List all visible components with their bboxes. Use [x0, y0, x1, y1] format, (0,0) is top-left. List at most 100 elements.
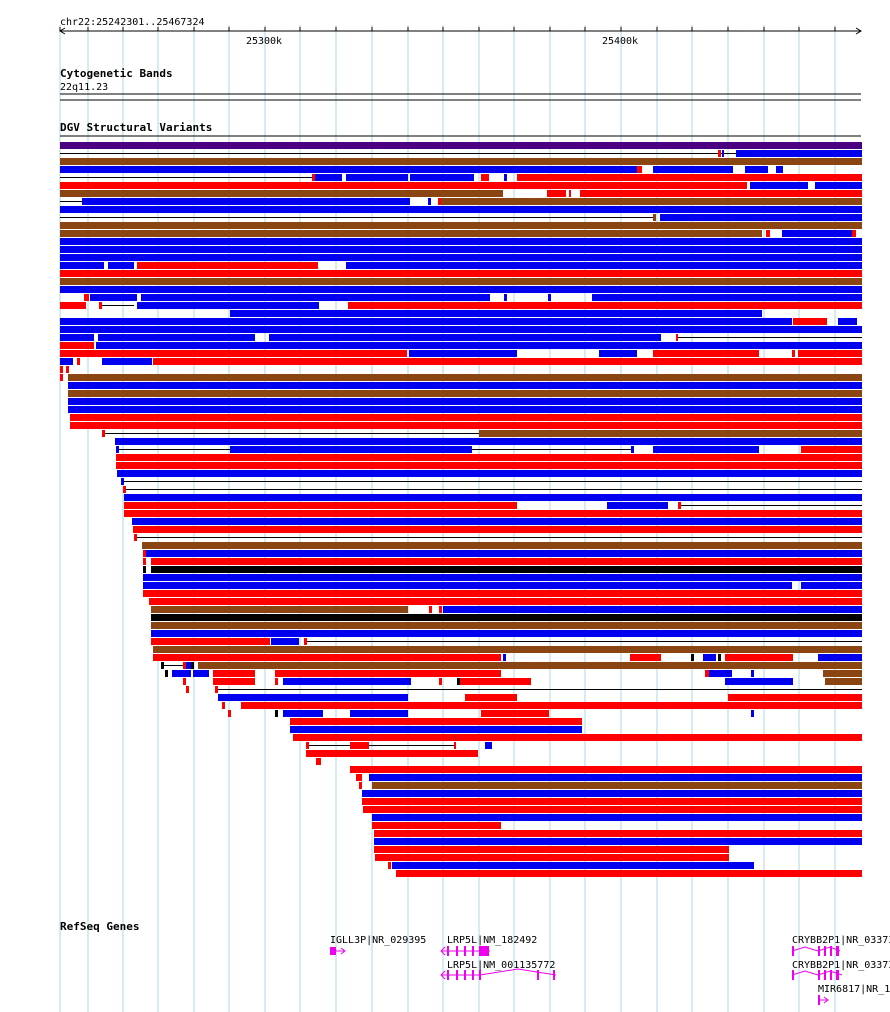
variant-feature[interactable]: [429, 606, 432, 613]
variant-feature[interactable]: [151, 614, 862, 621]
variant-feature[interactable]: [68, 390, 862, 397]
variant-feature[interactable]: [504, 174, 507, 181]
variant-feature[interactable]: [350, 766, 862, 773]
variant-feature[interactable]: [396, 870, 862, 877]
variant-feature[interactable]: [124, 494, 862, 501]
variant-feature[interactable]: [161, 662, 164, 669]
variant-feature[interactable]: [141, 294, 490, 301]
variant-feature[interactable]: [60, 206, 862, 213]
variant-feature[interactable]: [278, 670, 501, 677]
variant-feature[interactable]: [151, 622, 862, 629]
variant-feature[interactable]: [143, 566, 146, 573]
variant-feature[interactable]: [60, 326, 862, 333]
variant-feature[interactable]: [70, 414, 862, 421]
variant-feature[interactable]: [372, 782, 862, 789]
variant-feature[interactable]: [374, 838, 862, 845]
variant-feature[interactable]: [213, 670, 255, 677]
variant-feature[interactable]: [218, 694, 408, 701]
variant-feature[interactable]: [409, 350, 517, 357]
variant-feature[interactable]: [230, 310, 762, 317]
variant-feature[interactable]: [630, 654, 661, 661]
variant-feature[interactable]: [705, 670, 709, 677]
variant-feature[interactable]: [388, 862, 391, 869]
variant-feature[interactable]: [356, 774, 362, 781]
dgv-features[interactable]: [60, 142, 862, 877]
variant-feature[interactable]: [151, 606, 408, 613]
variant-feature[interactable]: [123, 486, 126, 493]
variant-feature[interactable]: [153, 654, 501, 661]
variant-feature[interactable]: [798, 350, 862, 357]
variant-feature[interactable]: [745, 166, 768, 173]
variant-feature[interactable]: [60, 158, 862, 165]
variant-feature[interactable]: [766, 230, 770, 237]
variant-feature[interactable]: [503, 654, 506, 661]
variant-feature[interactable]: [60, 374, 63, 381]
variant-feature[interactable]: [691, 654, 694, 661]
variant-feature[interactable]: [142, 542, 862, 549]
variant-feature[interactable]: [60, 246, 862, 253]
variant-feature[interactable]: [222, 702, 225, 709]
variant-feature[interactable]: [372, 822, 501, 829]
variant-feature[interactable]: [703, 654, 716, 661]
variant-feature[interactable]: [481, 710, 549, 717]
variant-feature[interactable]: [517, 174, 862, 181]
variant-feature[interactable]: [60, 270, 862, 277]
variant-feature[interactable]: [709, 670, 732, 677]
variant-feature[interactable]: [133, 526, 862, 533]
variant-feature[interactable]: [198, 662, 862, 669]
variant-feature[interactable]: [60, 358, 73, 365]
variant-feature[interactable]: [228, 710, 231, 717]
variant-feature[interactable]: [96, 342, 862, 349]
variant-feature[interactable]: [548, 294, 551, 301]
variant-feature[interactable]: [134, 534, 137, 541]
variant-feature[interactable]: [151, 566, 862, 573]
variant-feature[interactable]: [68, 374, 862, 381]
gene-crybb2p1-b[interactable]: CRYBB2P1|NR_03373: [791, 960, 890, 980]
variant-feature[interactable]: [60, 262, 104, 269]
variant-feature[interactable]: [736, 150, 862, 157]
variant-feature[interactable]: [350, 710, 408, 717]
variant-feature[interactable]: [68, 382, 862, 389]
variant-feature[interactable]: [116, 454, 862, 461]
variant-feature[interactable]: [481, 174, 489, 181]
variant-feature[interactable]: [60, 230, 762, 237]
variant-feature[interactable]: [271, 638, 299, 645]
variant-feature[interactable]: [750, 182, 808, 189]
variant-feature[interactable]: [116, 462, 862, 469]
variant-feature[interactable]: [718, 654, 721, 661]
variant-feature[interactable]: [60, 342, 94, 349]
variant-feature[interactable]: [151, 558, 862, 565]
variant-feature[interactable]: [283, 710, 323, 717]
variant-feature[interactable]: [121, 478, 124, 485]
variant-feature[interactable]: [213, 678, 255, 685]
variant-feature[interactable]: [479, 430, 862, 437]
variant-feature[interactable]: [653, 446, 759, 453]
variant-feature[interactable]: [439, 678, 442, 685]
variant-feature[interactable]: [143, 558, 146, 565]
variant-feature[interactable]: [98, 334, 255, 341]
variant-feature[interactable]: [815, 182, 862, 189]
variant-feature[interactable]: [116, 446, 119, 453]
variant-feature[interactable]: [653, 214, 656, 221]
variant-feature[interactable]: [215, 686, 218, 693]
variant-feature[interactable]: [315, 174, 342, 181]
gene-crybb2p1-a[interactable]: CRYBB2P1|NR_03373: [791, 935, 890, 956]
gene-igll3p[interactable]: IGLL3P|NR_029395: [330, 935, 426, 955]
variant-feature[interactable]: [306, 742, 309, 749]
variant-feature[interactable]: [275, 678, 278, 685]
variant-feature[interactable]: [362, 790, 862, 797]
gene-lrp5l-nm-001135772[interactable]: LRP5L|NM_001135772: [440, 960, 557, 980]
variant-feature[interactable]: [776, 166, 783, 173]
variant-feature[interactable]: [428, 198, 431, 205]
variant-feature[interactable]: [312, 174, 315, 181]
variant-feature[interactable]: [183, 678, 186, 685]
variant-feature[interactable]: [782, 230, 852, 237]
variant-feature[interactable]: [90, 294, 137, 301]
variant-feature[interactable]: [60, 334, 94, 341]
variant-feature[interactable]: [82, 198, 410, 205]
variant-feature[interactable]: [359, 782, 362, 789]
variant-feature[interactable]: [132, 518, 862, 525]
variant-feature[interactable]: [191, 662, 194, 669]
variant-feature[interactable]: [275, 710, 278, 717]
variant-feature[interactable]: [108, 262, 134, 269]
